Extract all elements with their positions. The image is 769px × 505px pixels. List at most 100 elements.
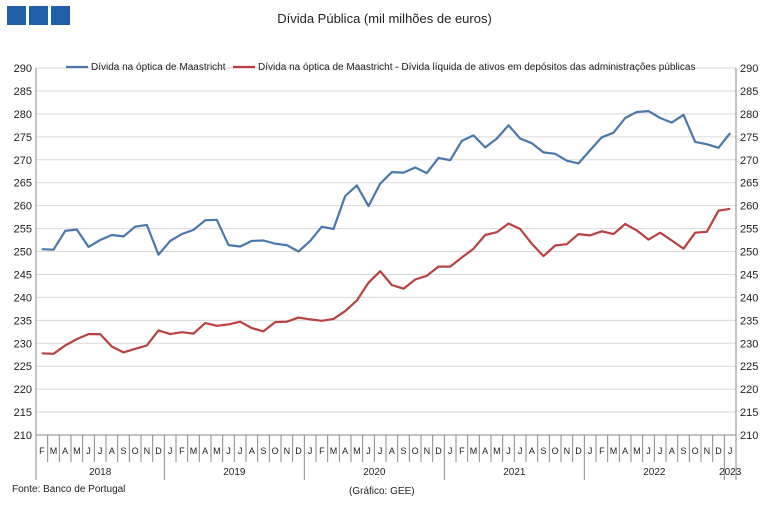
x-month-label: J bbox=[86, 446, 91, 456]
x-month-label: N bbox=[704, 446, 711, 456]
x-month-label: N bbox=[284, 446, 291, 456]
x-month-label: O bbox=[132, 446, 139, 456]
y-tick-label-right: 285 bbox=[740, 86, 758, 98]
x-month-label: S bbox=[680, 446, 686, 456]
x-month-label: M bbox=[633, 446, 641, 456]
series-line-1 bbox=[41, 109, 732, 256]
x-month-label: J bbox=[588, 446, 593, 456]
logo bbox=[7, 6, 70, 25]
x-month-label: J bbox=[448, 446, 453, 456]
x-year-label: 2023 bbox=[719, 467, 742, 478]
x-month-label: A bbox=[529, 446, 535, 456]
x-month-label: N bbox=[424, 446, 431, 456]
y-tick-label-left: 280 bbox=[14, 109, 32, 121]
y-tick-label-right: 210 bbox=[740, 430, 758, 442]
y-tick-label-right: 265 bbox=[740, 178, 758, 190]
y-tick-label-right: 220 bbox=[740, 384, 758, 396]
x-month-label: S bbox=[540, 446, 546, 456]
y-tick-label-right: 290 bbox=[740, 63, 758, 75]
x-year-label: 2019 bbox=[223, 467, 246, 478]
y-tick-label-right: 240 bbox=[740, 292, 758, 304]
x-month-label: S bbox=[260, 446, 266, 456]
x-month-label: J bbox=[728, 446, 733, 456]
x-month-label: F bbox=[39, 446, 45, 456]
y-tick-label-left: 260 bbox=[14, 201, 32, 213]
y-tick-label-left: 270 bbox=[14, 155, 32, 167]
credit-note: (Gráfico: GEE) bbox=[349, 486, 415, 497]
x-month-label: O bbox=[272, 446, 279, 456]
y-tick-label-left: 290 bbox=[14, 63, 32, 75]
y-tick-label-left: 275 bbox=[14, 132, 32, 144]
x-month-label: J bbox=[658, 446, 663, 456]
x-month-label: F bbox=[459, 446, 465, 456]
y-tick-label-right: 230 bbox=[740, 338, 758, 350]
logo-square-1 bbox=[7, 6, 26, 25]
x-month-label: M bbox=[190, 446, 198, 456]
y-tick-label-right: 245 bbox=[740, 269, 758, 281]
x-month-label: F bbox=[599, 446, 605, 456]
x-month-label: A bbox=[342, 446, 348, 456]
x-month-label: O bbox=[692, 446, 699, 456]
x-month-label: A bbox=[62, 446, 68, 456]
y-tick-label-right: 235 bbox=[740, 315, 758, 327]
x-month-label: D bbox=[435, 446, 442, 456]
x-month-label: O bbox=[552, 446, 559, 456]
x-month-label: M bbox=[610, 446, 618, 456]
y-tick-label-left: 285 bbox=[14, 86, 32, 98]
y-tick-label-left: 210 bbox=[14, 430, 32, 442]
x-month-label: D bbox=[155, 446, 162, 456]
x-year-label: 2021 bbox=[503, 467, 526, 478]
x-month-label: D bbox=[295, 446, 302, 456]
x-year-label: 2020 bbox=[363, 467, 386, 478]
x-month-label: J bbox=[506, 446, 511, 456]
x-month-label: J bbox=[378, 446, 383, 456]
x-month-label: A bbox=[389, 446, 395, 456]
series-line-2 bbox=[41, 207, 731, 355]
x-month-label: S bbox=[120, 446, 126, 456]
y-tick-label-right: 215 bbox=[740, 407, 758, 419]
y-tick-label-left: 245 bbox=[14, 269, 32, 281]
x-month-label: S bbox=[400, 446, 406, 456]
y-tick-label-right: 275 bbox=[740, 132, 758, 144]
y-tick-label-right: 250 bbox=[740, 247, 758, 259]
x-month-label: F bbox=[179, 446, 185, 456]
x-month-label: M bbox=[353, 446, 361, 456]
y-tick-label-left: 225 bbox=[14, 361, 32, 373]
x-month-label: A bbox=[202, 446, 208, 456]
legend-label-1: Dívida na óptica de Maastricht bbox=[91, 62, 226, 73]
y-tick-label-left: 255 bbox=[14, 224, 32, 236]
x-month-label: N bbox=[564, 446, 571, 456]
source-note: Fonte: Banco de Portugal bbox=[12, 484, 126, 495]
chart-title: Dívida Pública (mil milhões de euros) bbox=[277, 11, 492, 26]
y-tick-label-left: 230 bbox=[14, 338, 32, 350]
y-tick-label-left: 240 bbox=[14, 292, 32, 304]
x-month-label: N bbox=[144, 446, 151, 456]
x-month-label: J bbox=[366, 446, 371, 456]
x-month-label: D bbox=[575, 446, 582, 456]
x-month-label: F bbox=[319, 446, 325, 456]
logo-square-3 bbox=[51, 6, 70, 25]
x-month-label: A bbox=[482, 446, 488, 456]
y-tick-label-left: 215 bbox=[14, 407, 32, 419]
x-month-label: J bbox=[168, 446, 173, 456]
legend-label-2: Dívida na óptica de Maastricht - Dívida … bbox=[258, 62, 695, 73]
x-month-label: A bbox=[249, 446, 255, 456]
y-tick-label-right: 260 bbox=[740, 201, 758, 213]
x-month-label: A bbox=[109, 446, 115, 456]
y-tick-label-left: 250 bbox=[14, 247, 32, 259]
x-month-label: M bbox=[493, 446, 501, 456]
x-month-label: M bbox=[213, 446, 221, 456]
x-month-label: D bbox=[715, 446, 722, 456]
x-year-label: 2022 bbox=[643, 467, 666, 478]
y-tick-label-left: 235 bbox=[14, 315, 32, 327]
logo-square-2 bbox=[29, 6, 48, 25]
y-tick-label-left: 220 bbox=[14, 384, 32, 396]
y-tick-label-right: 270 bbox=[740, 155, 758, 167]
x-month-label: M bbox=[50, 446, 58, 456]
y-tick-label-right: 255 bbox=[740, 224, 758, 236]
y-tick-label-right: 280 bbox=[740, 109, 758, 121]
x-month-label: O bbox=[412, 446, 419, 456]
x-month-label: J bbox=[308, 446, 313, 456]
x-year-label: 2018 bbox=[89, 467, 112, 478]
